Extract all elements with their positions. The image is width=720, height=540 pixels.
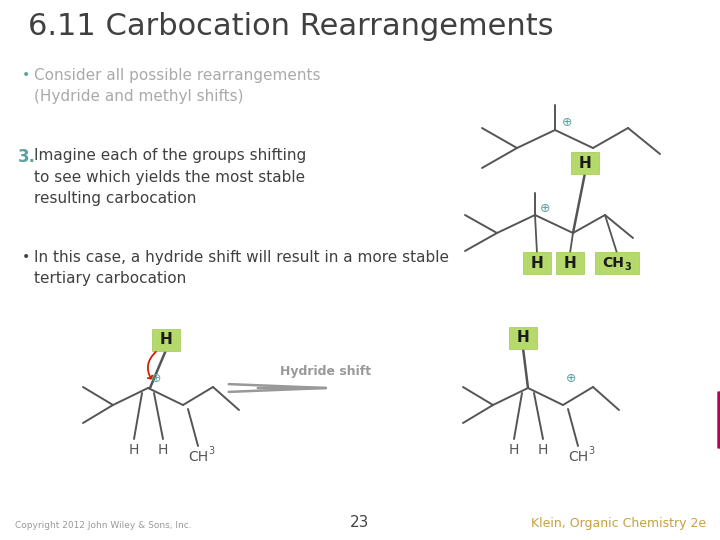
Text: •: • [22,250,30,264]
Text: 3: 3 [625,262,631,272]
Text: CH: CH [568,450,588,464]
Text: ⊕: ⊕ [562,116,572,129]
Text: CH: CH [188,450,208,464]
Text: H: H [564,255,577,271]
Text: H: H [158,443,168,457]
Text: H: H [538,443,548,457]
Text: ⊕: ⊕ [151,372,161,384]
Text: 3: 3 [208,446,214,456]
Text: •: • [22,68,30,82]
Text: H: H [579,156,591,171]
Text: 3.: 3. [18,148,36,166]
FancyBboxPatch shape [571,152,599,174]
Text: Klein, Organic Chemistry 2e: Klein, Organic Chemistry 2e [531,517,706,530]
Text: Consider all possible rearrangements
(Hydride and methyl shifts): Consider all possible rearrangements (Hy… [34,68,320,104]
FancyBboxPatch shape [595,252,639,274]
Text: Copyright 2012 John Wiley & Sons, Inc.: Copyright 2012 John Wiley & Sons, Inc. [15,521,192,530]
Text: 3: 3 [588,446,594,456]
Text: ⊕: ⊕ [566,372,577,384]
FancyBboxPatch shape [152,329,180,351]
Text: ⊕: ⊕ [540,202,551,215]
FancyBboxPatch shape [523,252,551,274]
FancyBboxPatch shape [509,327,537,349]
Text: H: H [531,255,544,271]
Text: H: H [517,330,529,346]
Text: 6.11 Carbocation Rearrangements: 6.11 Carbocation Rearrangements [28,12,554,41]
Text: H: H [160,333,172,348]
Text: CH: CH [602,256,624,270]
Text: Imagine each of the groups shifting
to see which yields the most stable
resultin: Imagine each of the groups shifting to s… [34,148,306,206]
Text: H: H [129,443,139,457]
Text: 23: 23 [351,515,369,530]
Text: Hydride shift: Hydride shift [280,365,371,378]
Polygon shape [718,392,720,448]
Text: In this case, a hydride shift will result in a more stable
tertiary carbocation: In this case, a hydride shift will resul… [34,250,449,286]
Text: H: H [509,443,519,457]
FancyBboxPatch shape [556,252,584,274]
